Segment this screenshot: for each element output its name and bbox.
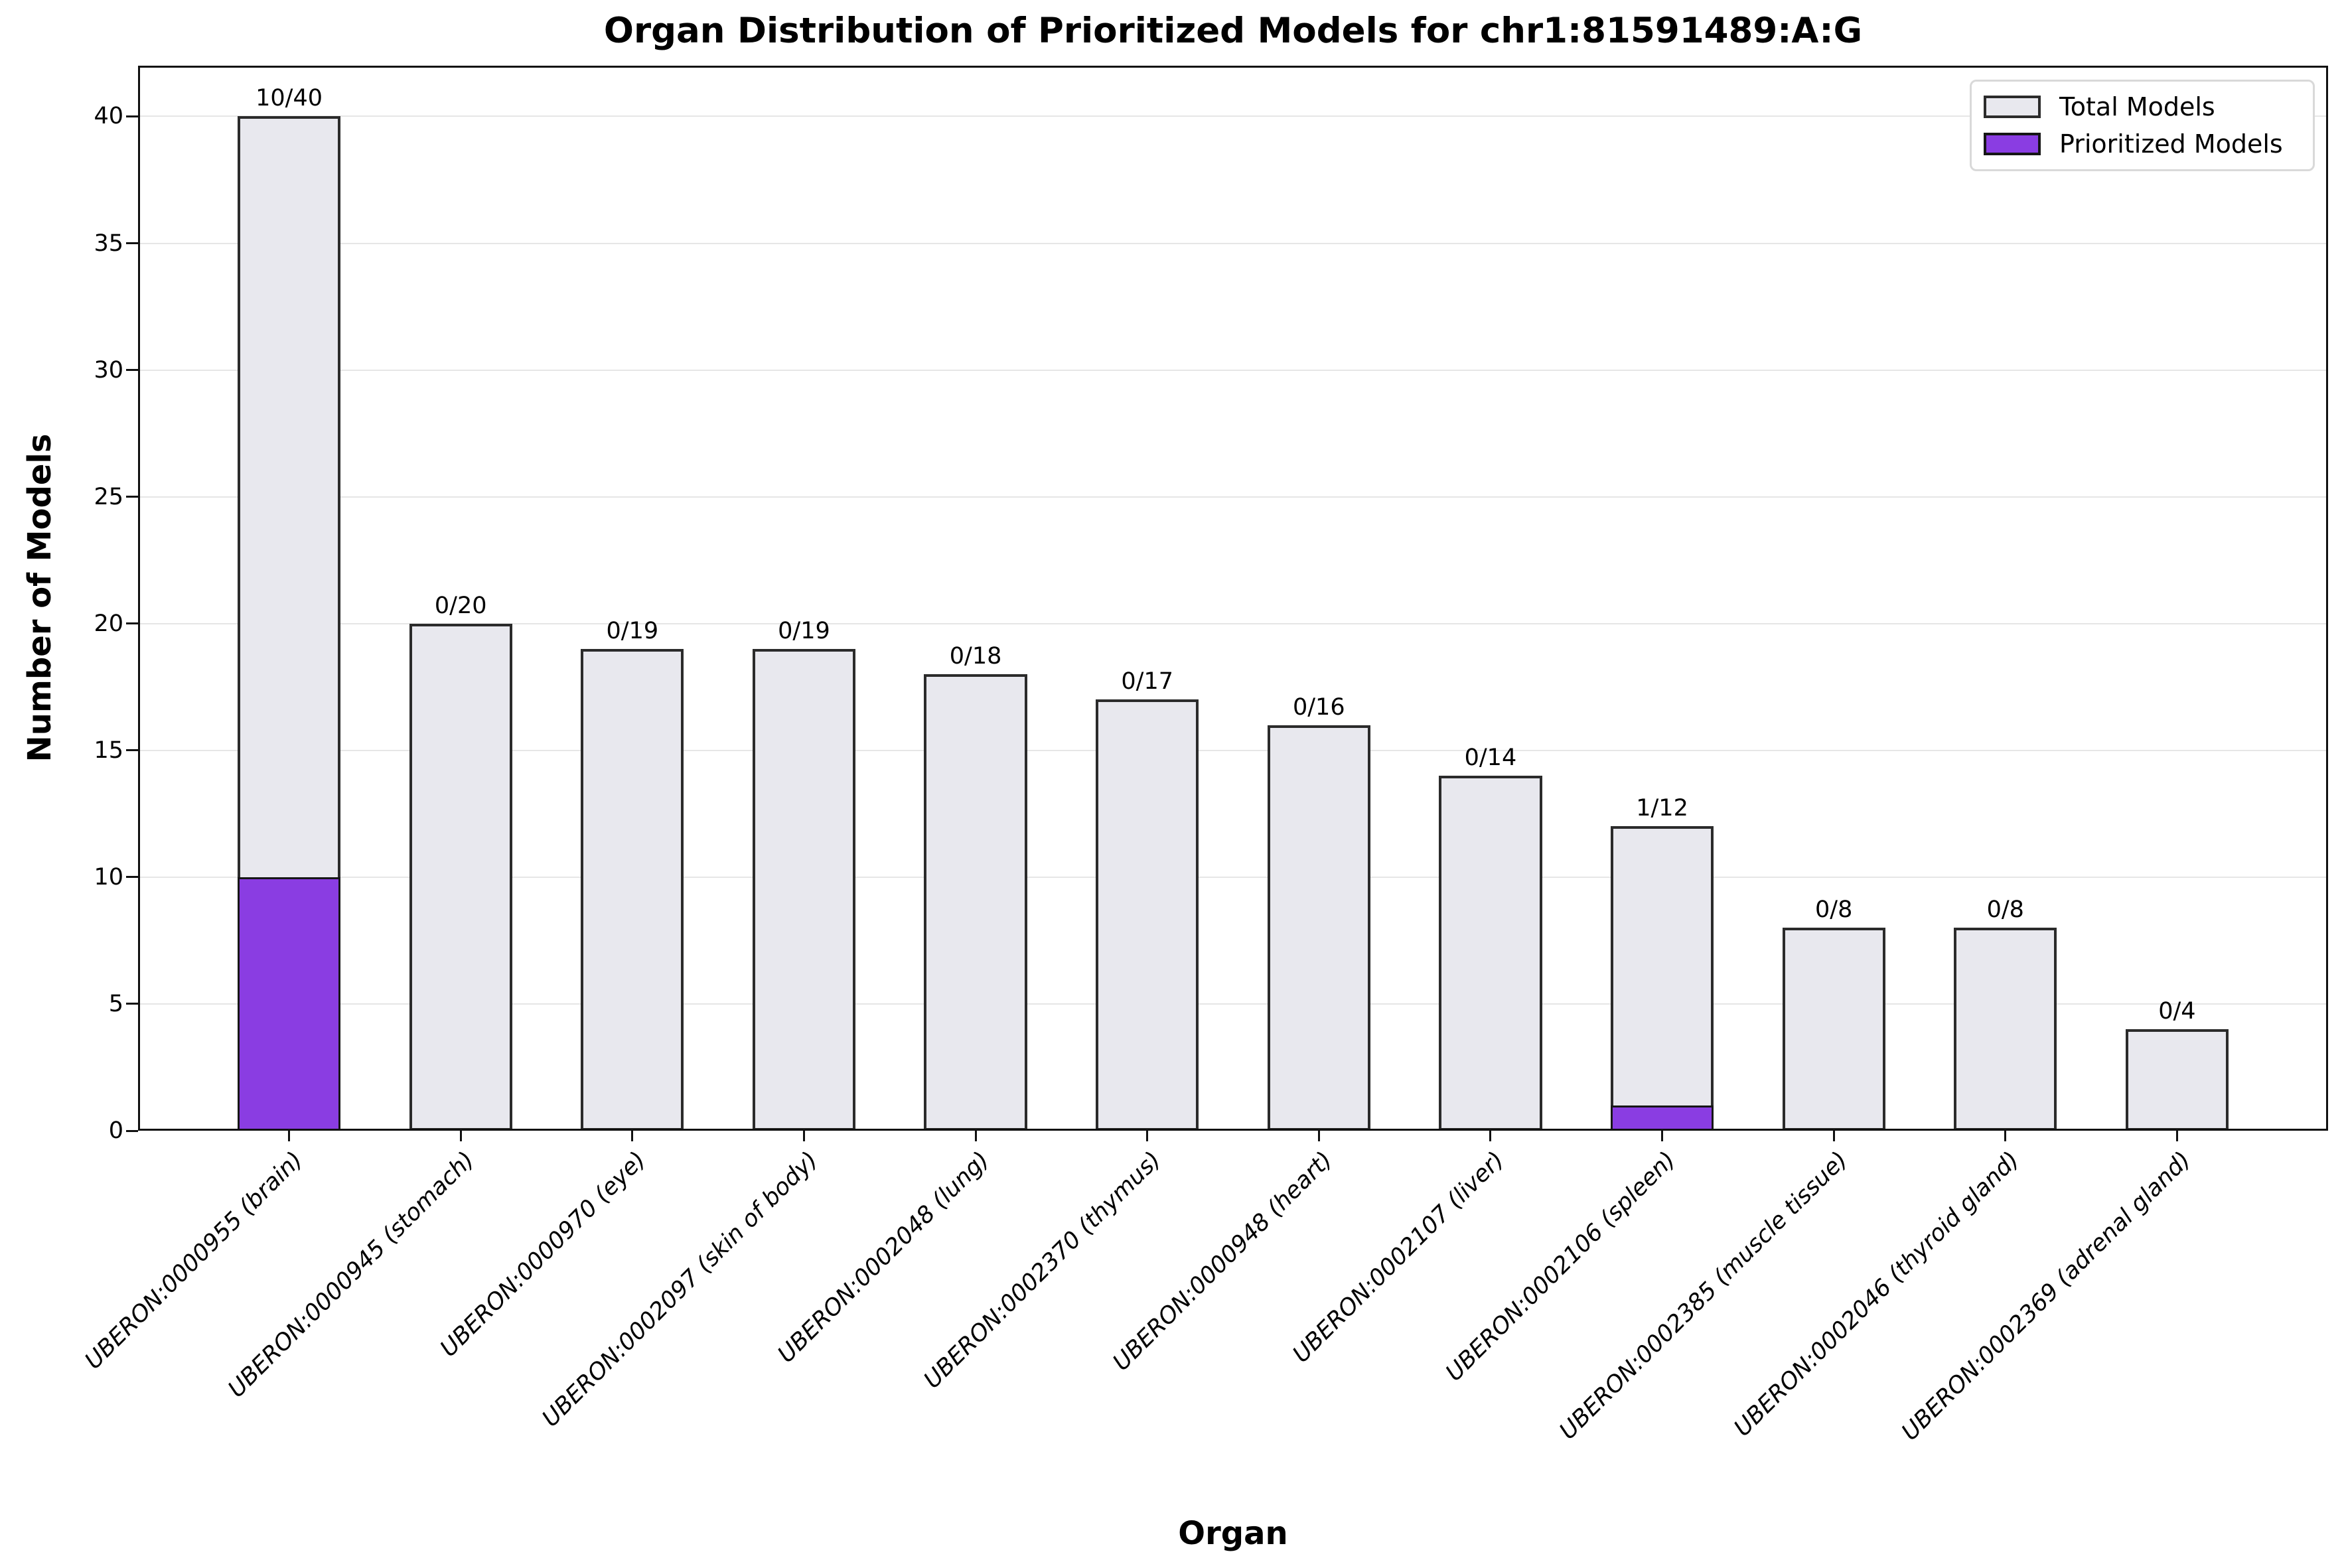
gridline <box>140 115 2326 117</box>
y-tick-label: 15 <box>94 737 123 764</box>
x-tick-label: UBERON:0002385 (muscle tissue) <box>1554 1147 1853 1445</box>
y-tick-mark <box>126 369 138 372</box>
bar-value-label: 0/20 <box>434 592 487 619</box>
y-tick-mark <box>126 876 138 879</box>
y-tick-mark <box>126 1129 138 1132</box>
legend-swatch-prioritized-models <box>1984 133 2041 155</box>
y-tick-label: 10 <box>94 863 123 891</box>
x-tick-mark <box>1489 1131 1492 1141</box>
gridline <box>140 749 2326 751</box>
bar-total-models <box>1096 699 1199 1131</box>
bar-value-label: 0/8 <box>1986 896 2024 924</box>
bar-value-label: 0/17 <box>1121 668 1173 695</box>
bar-total-models <box>1439 776 1542 1131</box>
legend-item-total-models: Total Models <box>1972 92 2313 121</box>
bar-total-models <box>409 623 512 1131</box>
x-tick-label: UBERON:0002369 (adrenal gland) <box>1896 1147 2196 1446</box>
x-tick-mark <box>974 1131 977 1141</box>
x-tick-mark <box>802 1131 805 1141</box>
gridline <box>140 876 2326 878</box>
x-tick-mark <box>1832 1131 1835 1141</box>
bar-total-models <box>1610 826 1714 1131</box>
y-tick-mark <box>126 115 138 117</box>
bar-total-models <box>2125 1029 2229 1131</box>
chart-title: Organ Distribution of Prioritized Models… <box>603 11 1863 51</box>
bar-prioritized-models <box>238 877 341 1131</box>
x-tick-mark <box>2004 1131 2007 1141</box>
gridline <box>140 369 2326 371</box>
gridline <box>140 1003 2326 1005</box>
y-tick-label: 25 <box>94 483 123 510</box>
bar-value-label: 0/8 <box>1815 896 1853 924</box>
bar-total-models <box>1954 928 2057 1131</box>
bar-value-label: 10/40 <box>256 85 323 112</box>
legend-item-prioritized-models: Prioritized Models <box>1972 129 2313 159</box>
y-tick-label: 30 <box>94 356 123 384</box>
legend-label-total-models: Total Models <box>2059 92 2215 121</box>
y-tick-mark <box>126 242 138 244</box>
bar-value-label: 0/14 <box>1464 745 1517 771</box>
y-tick-label: 40 <box>94 103 123 130</box>
bar-total-models <box>1267 725 1370 1131</box>
bar-value-label: 0/18 <box>949 643 1002 670</box>
x-tick-mark <box>631 1131 634 1141</box>
x-tick-mark <box>459 1131 462 1141</box>
x-tick-mark <box>288 1131 291 1141</box>
x-tick-mark <box>2175 1131 2178 1141</box>
gridline <box>140 242 2326 244</box>
x-tick-mark <box>1317 1131 1320 1141</box>
bar-total-models <box>752 648 856 1131</box>
x-tick-label: UBERON:0002046 (thyroid gland) <box>1729 1147 2025 1442</box>
x-tick-mark <box>1146 1131 1149 1141</box>
bar-value-label: 1/12 <box>1636 795 1688 822</box>
legend-swatch-total-models <box>1984 96 2041 118</box>
gridline <box>140 622 2326 624</box>
gridline <box>140 496 2326 498</box>
bar-total-models <box>924 674 1027 1131</box>
bar-prioritized-models <box>1610 1105 1714 1131</box>
x-axis-label: Organ <box>1178 1515 1288 1552</box>
legend: Total Models Prioritized Models <box>1970 80 2315 171</box>
y-tick-mark <box>126 749 138 752</box>
y-tick-mark <box>126 1003 138 1005</box>
y-tick-label: 35 <box>94 230 123 257</box>
y-tick-label: 5 <box>108 990 123 1017</box>
legend-label-prioritized-models: Prioritized Models <box>2059 129 2283 159</box>
bar-value-label: 0/4 <box>2158 998 2196 1025</box>
x-tick-mark <box>1661 1131 1664 1141</box>
bar-value-label: 0/19 <box>606 617 659 644</box>
x-tick-label: UBERON:0000970 (eye) <box>435 1147 652 1363</box>
y-tick-mark <box>126 622 138 625</box>
bar-total-models <box>1782 928 1885 1131</box>
y-tick-mark <box>126 496 138 498</box>
y-tick-label: 0 <box>108 1117 123 1144</box>
y-tick-label: 20 <box>94 610 123 637</box>
bar-value-label: 0/19 <box>778 617 830 644</box>
bar-value-label: 0/16 <box>1292 693 1345 721</box>
x-tick-label: UBERON:0002097 (skin of body) <box>537 1147 823 1433</box>
bar-total-models <box>581 648 684 1131</box>
